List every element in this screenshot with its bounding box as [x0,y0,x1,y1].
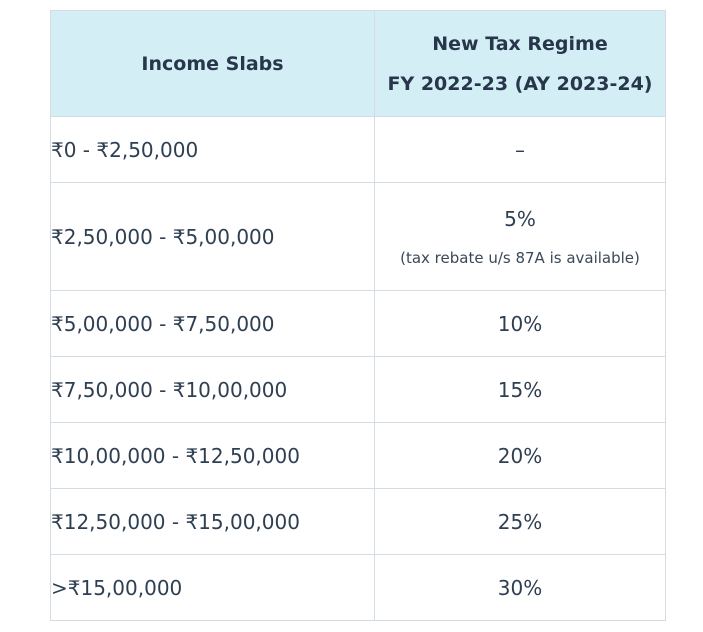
table-row: ₹5,00,000 - ₹7,50,000 10% [50,290,666,357]
tax-rate-cell: 25% [374,488,666,555]
tax-rate-cell: 30% [374,554,666,621]
table-row: ₹7,50,000 - ₹10,00,000 15% [50,356,666,423]
table-row: >₹15,00,000 30% [50,554,666,621]
header-regime-year: FY 2022-23 (AY 2023-24) [387,72,653,95]
income-slab-cell: >₹15,00,000 [50,554,375,621]
tax-rebate-note: (tax rebate u/s 87A is available) [400,248,640,267]
table-row: ₹12,50,000 - ₹15,00,000 25% [50,488,666,555]
tax-rate-value: 5% [504,206,536,231]
table-header-row: Income Slabs New Tax Regime FY 2022-23 (… [50,10,666,117]
income-slab-cell: ₹5,00,000 - ₹7,50,000 [50,290,375,357]
income-slab-cell: ₹7,50,000 - ₹10,00,000 [50,356,375,423]
income-slab-cell: ₹2,50,000 - ₹5,00,000 [50,182,375,291]
tax-rate-cell: 5% (tax rebate u/s 87A is available) [374,182,666,291]
tax-rate-cell: 10% [374,290,666,357]
table-row: ₹10,00,000 - ₹12,50,000 20% [50,422,666,489]
income-slab-cell: ₹10,00,000 - ₹12,50,000 [50,422,375,489]
income-slab-cell: ₹12,50,000 - ₹15,00,000 [50,488,375,555]
header-regime-title: New Tax Regime [432,32,608,55]
header-income-slabs: Income Slabs [50,10,375,117]
tax-slab-table: Income Slabs New Tax Regime FY 2022-23 (… [50,10,666,621]
header-new-tax-regime: New Tax Regime FY 2022-23 (AY 2023-24) [374,10,666,117]
tax-rate-cell: – [374,116,666,183]
tax-rate-cell: 20% [374,422,666,489]
table-row: ₹0 - ₹2,50,000 – [50,116,666,183]
income-slab-cell: ₹0 - ₹2,50,000 [50,116,375,183]
tax-rate-cell: 15% [374,356,666,423]
table-row: ₹2,50,000 - ₹5,00,000 5% (tax rebate u/s… [50,182,666,291]
